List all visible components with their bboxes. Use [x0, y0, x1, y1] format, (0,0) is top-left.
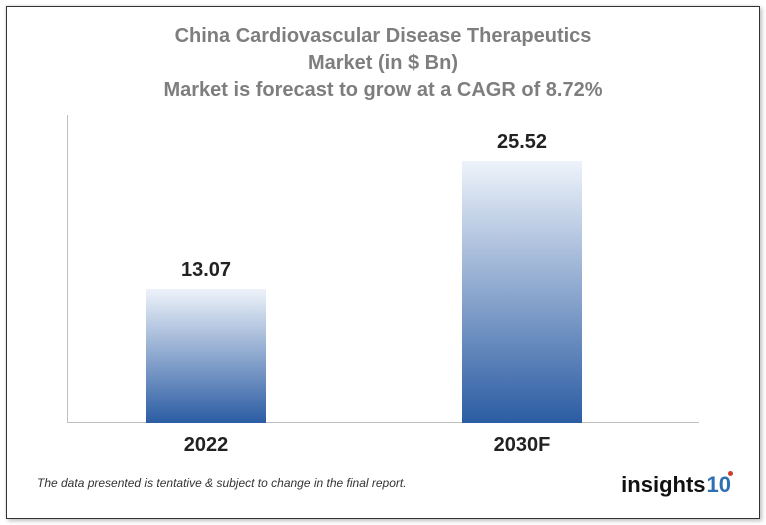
chart-title-line-2: Market (in $ Bn) [7, 50, 759, 77]
bar-value-label: 13.07 [146, 259, 266, 282]
y-axis [67, 115, 68, 423]
bar-2022: 13.07 [146, 289, 266, 423]
bar-value-label: 25.52 [462, 131, 582, 154]
chart-title-line-1: China Cardiovascular Disease Therapeutic… [7, 23, 759, 50]
brand-text-num: 10 [707, 472, 731, 498]
x-axis-label: 2022 [116, 434, 296, 457]
chart-title-line-3: Market is forecast to grow at a CAGR of … [7, 77, 759, 104]
brand-num-text: 10 [707, 472, 731, 497]
plot-area: 13.07 25.52 2022 2030F [67, 115, 699, 423]
brand-text-main: insights [621, 472, 705, 498]
bar-fill [146, 289, 266, 423]
chart-frame: China Cardiovascular Disease Therapeutic… [6, 6, 760, 519]
x-axis-label: 2030F [432, 434, 612, 457]
bar-fill [462, 161, 582, 423]
footer-note: The data presented is tentative & subjec… [37, 476, 407, 490]
brand-dot-icon [728, 471, 733, 476]
chart-title-block: China Cardiovascular Disease Therapeutic… [7, 7, 759, 104]
brand-logo: insights 10 [621, 472, 731, 498]
bar-2030f: 25.52 [462, 161, 582, 423]
